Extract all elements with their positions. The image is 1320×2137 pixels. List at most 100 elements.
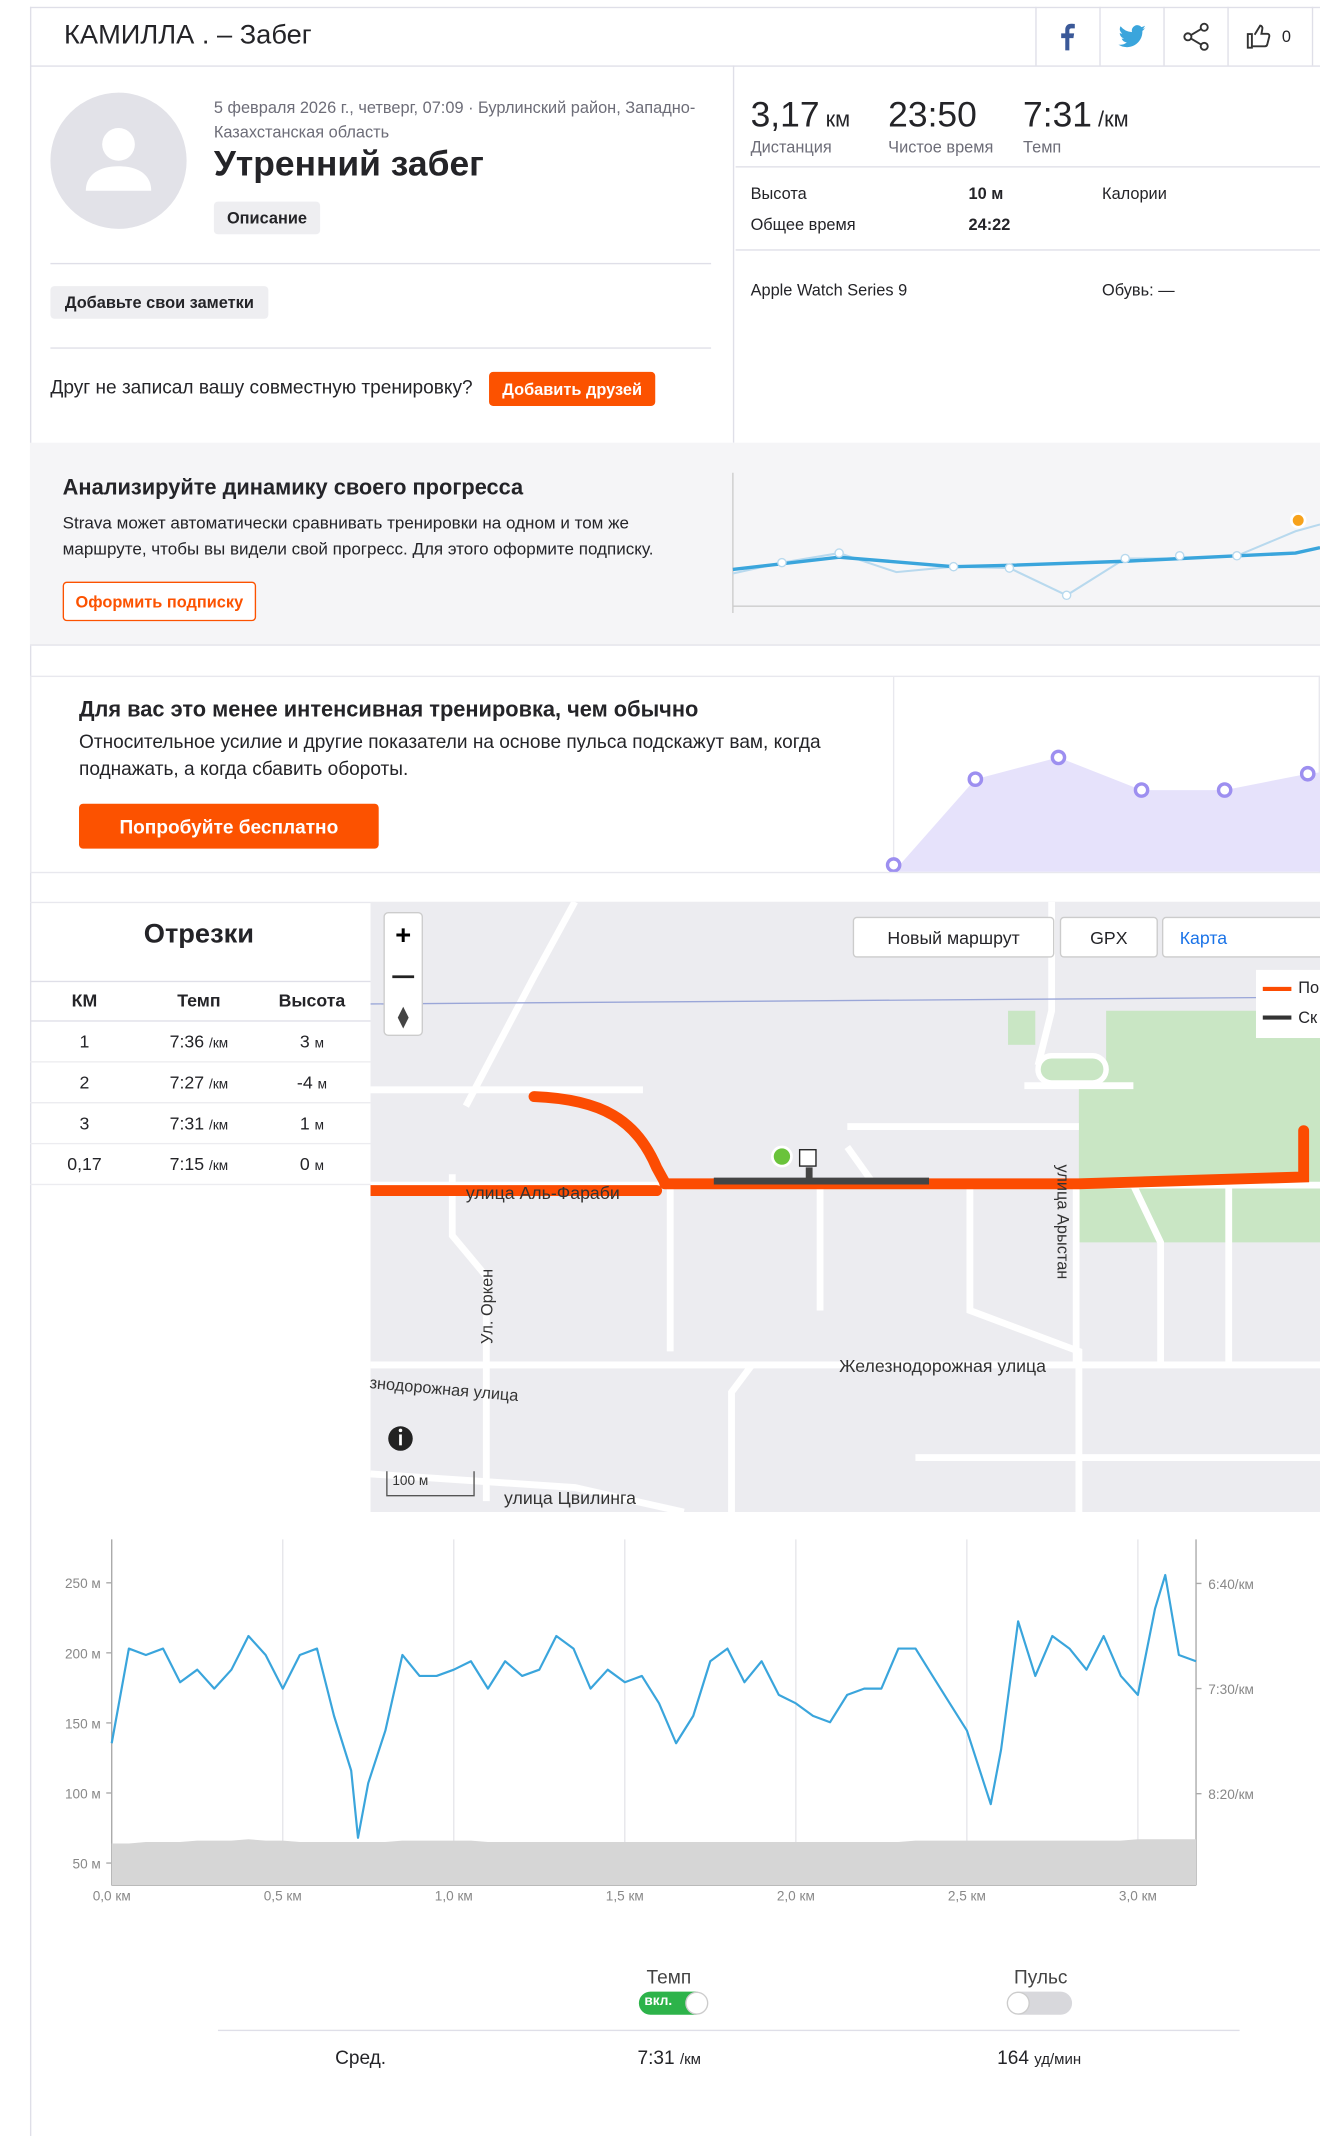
split-pace: 7:31 /км bbox=[144, 1113, 253, 1133]
split-km: 2 bbox=[79, 1072, 90, 1093]
device: Apple Watch Series 9 bbox=[750, 280, 908, 300]
kudos-count: 0 bbox=[1281, 27, 1291, 47]
stat-unit: /км bbox=[1098, 108, 1129, 133]
y-tick-label: 100 м bbox=[65, 1786, 101, 1801]
avg-hr: 164 уд/мин bbox=[997, 2046, 1081, 2068]
add-friends-button[interactable]: Добавить друзей bbox=[489, 371, 656, 406]
control-label: Пульс bbox=[1014, 1965, 1068, 1988]
splits-header: КМ bbox=[71, 990, 98, 1011]
facebook-icon[interactable] bbox=[1054, 22, 1081, 52]
x-tick-label: 0,5 км bbox=[264, 1888, 302, 1903]
street-label: улица Цвилинга bbox=[504, 1487, 636, 1508]
split-elev: 3 м bbox=[257, 1031, 366, 1051]
select-label: Карта bbox=[1179, 926, 1228, 948]
divider bbox=[29, 1142, 371, 1145]
divider bbox=[1099, 6, 1101, 66]
x-tick-label: 2,0 км bbox=[777, 1888, 815, 1903]
elevation-area bbox=[111, 1839, 1197, 1886]
effort-illustration bbox=[885, 677, 1320, 872]
street-label: Железнодорожная улица bbox=[839, 1355, 1047, 1376]
stat-unit: км bbox=[825, 108, 851, 133]
x-tick-label: 1,5 км bbox=[606, 1888, 644, 1903]
elev-value: 3 bbox=[299, 1031, 310, 1052]
avg-pace: 7:31 /км bbox=[638, 2046, 701, 2068]
stat-label: Высота bbox=[750, 183, 807, 203]
gpx-button[interactable]: GPX bbox=[1059, 916, 1158, 958]
avg-unit: /км bbox=[679, 2051, 701, 2068]
try-free-button[interactable]: Попробуйте бесплатно bbox=[79, 803, 379, 849]
stat-distance: 3,17 км bbox=[751, 94, 851, 136]
divider bbox=[29, 1183, 371, 1186]
subscribe-button[interactable]: Оформить подписку bbox=[62, 581, 257, 622]
street-label: улица Арыстан bbox=[1053, 1164, 1073, 1280]
divider bbox=[29, 1102, 371, 1104]
share-icon[interactable] bbox=[1181, 22, 1211, 52]
stat-pace: 7:31 /км bbox=[1023, 94, 1129, 136]
map[interactable]: + bbox=[370, 901, 1320, 1513]
y2-tick-label: 6:40/км bbox=[1208, 1577, 1254, 1592]
toggle-knob bbox=[685, 1991, 709, 2015]
divider bbox=[1035, 6, 1037, 66]
pace-line bbox=[110, 1573, 1197, 1839]
pace-value: 7:15 bbox=[169, 1153, 205, 1175]
shoes: Обувь: — bbox=[1102, 280, 1175, 300]
y-tick-label: 250 м bbox=[65, 1576, 101, 1591]
pace-toggle[interactable]: вкл. bbox=[638, 1991, 709, 2015]
stat-label: Темп bbox=[1023, 137, 1062, 157]
splits-header: Темп bbox=[177, 990, 221, 1011]
pace-value: 7:36 bbox=[169, 1031, 205, 1052]
promo-title: Анализируйте динамику своего прогресса bbox=[62, 476, 524, 500]
header-divider bbox=[29, 65, 1320, 67]
x-tick-label: 3,0 км bbox=[1119, 1888, 1157, 1903]
hr-toggle[interactable] bbox=[1006, 1991, 1073, 2015]
divider bbox=[29, 1020, 371, 1022]
elev-value: 0 bbox=[299, 1153, 310, 1175]
promo-text: Strava может автоматически сравнивать тр… bbox=[62, 513, 654, 559]
button-label: Новый маршрут bbox=[887, 926, 1020, 948]
avatar-icon bbox=[85, 128, 152, 191]
divider bbox=[217, 2029, 1240, 2032]
avg-unit: уд/мин bbox=[1034, 2051, 1082, 2068]
new-route-button[interactable]: Новый маршрут bbox=[852, 916, 1055, 958]
map-layer-select[interactable]: Карта bbox=[1161, 916, 1320, 958]
toggle-label: вкл. bbox=[644, 1994, 673, 2010]
stat-value: 10 м bbox=[968, 183, 1004, 203]
y-tick-label: 200 м bbox=[65, 1646, 101, 1661]
promo-text: Относительное усилие и другие показатели… bbox=[79, 730, 821, 780]
stat-label: Дистанция bbox=[750, 137, 832, 157]
card-border bbox=[29, 6, 32, 2136]
card-border bbox=[29, 6, 1320, 9]
street-label: Ул. Оркен bbox=[477, 1268, 497, 1344]
kudos-icon[interactable] bbox=[1245, 23, 1272, 50]
divider bbox=[1311, 6, 1314, 66]
stat-label: Общее время bbox=[750, 215, 856, 235]
split-elev: -4 м bbox=[257, 1072, 366, 1092]
x-tick-label: 0,0 км bbox=[93, 1888, 131, 1903]
pace-chart: 0,0 км 0,5 км 1,0 км 1,5 км 2,0 км 2,5 км 3,0 … bbox=[65, 1539, 1254, 1903]
button-label: GPX bbox=[1090, 926, 1128, 948]
notes-button[interactable]: Добавьте свои заметки bbox=[50, 286, 269, 319]
map-scale: 100 м bbox=[392, 1473, 429, 1489]
divider bbox=[29, 980, 371, 983]
stat-value: 24:22 bbox=[968, 215, 1011, 235]
splits-title: Отрезки bbox=[143, 919, 255, 950]
pace-unit: /км bbox=[209, 1077, 229, 1093]
toggle-knob bbox=[1006, 1991, 1030, 2015]
divider bbox=[735, 166, 1320, 168]
divider bbox=[735, 249, 1320, 251]
stat-value: 23:50 bbox=[888, 93, 977, 135]
map-legend-label: Ск bbox=[1298, 1008, 1318, 1028]
pace-unit: /км bbox=[209, 1159, 229, 1175]
divider bbox=[29, 1061, 371, 1063]
twitter-icon[interactable] bbox=[1117, 23, 1147, 50]
pace-value: 7:31 bbox=[169, 1112, 205, 1134]
activity-title: Утренний забег bbox=[213, 143, 484, 184]
description-button[interactable]: Описание bbox=[213, 201, 321, 235]
y2-tick-label: 7:30/км bbox=[1208, 1682, 1254, 1697]
divider bbox=[50, 262, 712, 265]
stat-value: 7:31 bbox=[1023, 93, 1092, 135]
map-legend-label: По bbox=[1298, 978, 1320, 998]
pace-unit: /км bbox=[209, 1118, 229, 1134]
